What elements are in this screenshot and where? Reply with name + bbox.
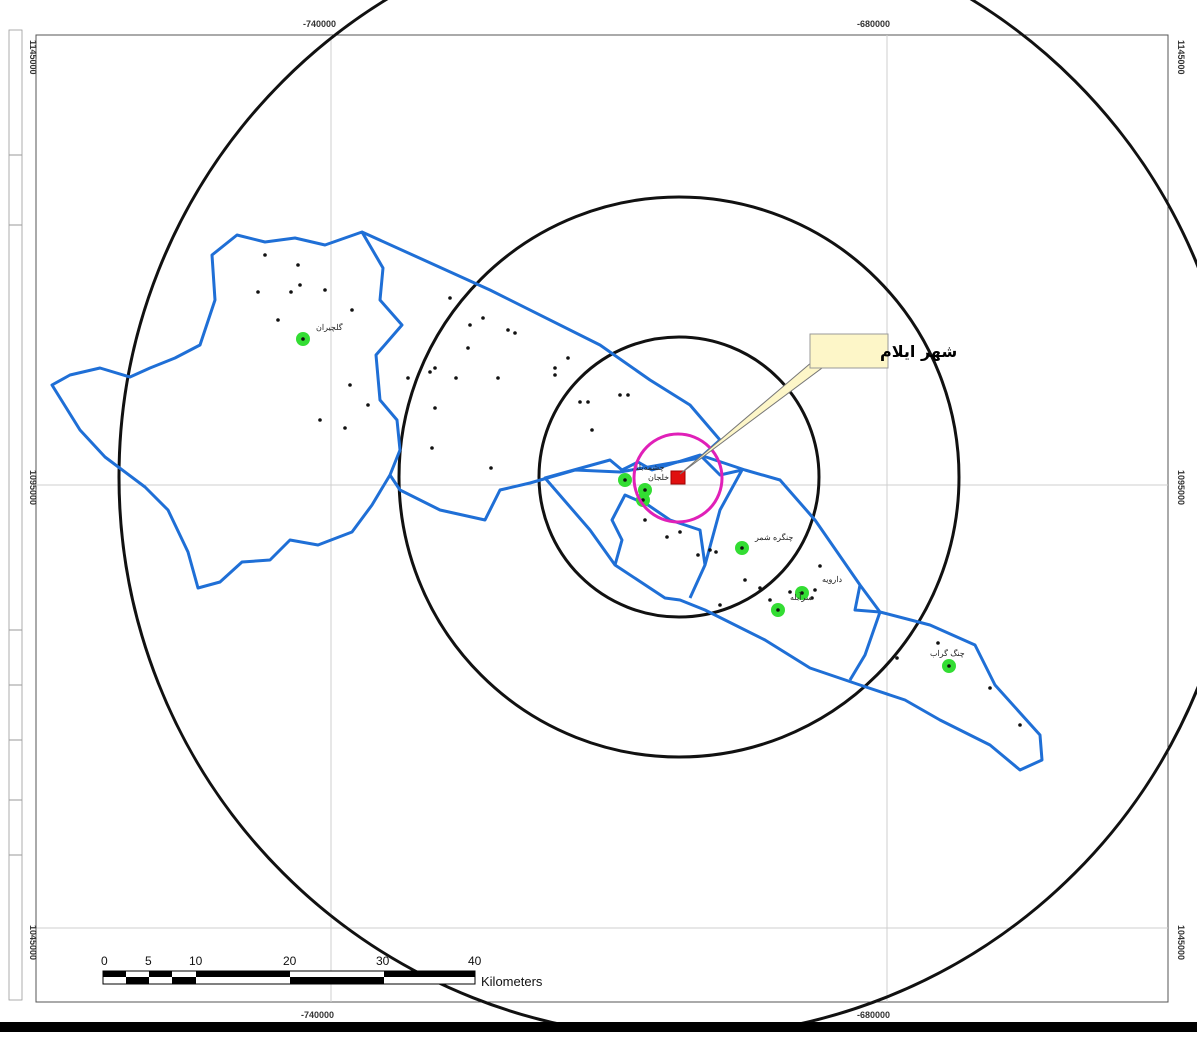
county-boundaries xyxy=(50,230,1044,772)
axis-label-left-2: 1095000 xyxy=(28,470,38,505)
boundary-central xyxy=(361,230,722,522)
buffer-rings xyxy=(117,0,1197,1037)
village-marker-changgerab xyxy=(942,659,956,673)
city-buffer-circle xyxy=(632,432,724,524)
boundary-inner-3 xyxy=(853,584,881,614)
village-label-cheshmebaland: چشمه‌بلند xyxy=(632,463,665,472)
village-labels: گلچیران چشمه‌بلند خلجان چنگره شمر دارویه… xyxy=(316,322,965,658)
scale-tick-20: 20 xyxy=(283,954,297,968)
left-tick-strip xyxy=(8,29,23,1001)
callout-box xyxy=(809,333,889,369)
village-marker-changareshemr xyxy=(735,541,749,555)
scale-tick-40: 40 xyxy=(468,954,482,968)
scale-unit-label: Kilometers xyxy=(481,974,543,989)
village-marker-daruye xyxy=(795,586,809,600)
boundary-inner-2 xyxy=(698,453,744,566)
axis-label-top-1: -740000 xyxy=(303,19,336,29)
scale-bar: 0 5 10 20 30 40 Kilometers xyxy=(101,954,543,989)
axis-label-top-2: -680000 xyxy=(857,19,890,29)
graticule xyxy=(36,35,1168,1002)
axis-label-left-1: 1145000 xyxy=(28,40,38,75)
scale-tick-10: 10 xyxy=(189,954,203,968)
village-label-golchiran: گلچیران xyxy=(316,322,343,332)
boundary-inner-1 xyxy=(610,493,707,599)
village-dots xyxy=(256,253,1022,727)
village-marker-cheshmebaland xyxy=(618,473,632,487)
boundary-inner-4 xyxy=(848,611,882,681)
axis-label-right-1: 1145000 xyxy=(1176,40,1186,75)
axis-label-left-3: 1045000 xyxy=(28,925,38,960)
village-marker-sarable xyxy=(771,603,785,617)
axis-label-right-3: 1045000 xyxy=(1176,925,1186,960)
city-marker-ilam xyxy=(670,470,686,485)
bottom-edge-bar xyxy=(0,1022,1197,1032)
axis-label-bottom-2: -680000 xyxy=(857,1010,890,1020)
scale-tick-5: 5 xyxy=(145,954,152,968)
boundary-ilam-district xyxy=(543,453,1044,772)
village-label-daruye: دارویه xyxy=(822,575,842,584)
axis-label-right-2: 1095000 xyxy=(1176,470,1186,505)
village-label-khaljan: خلجان xyxy=(648,473,669,482)
scale-tick-0: 0 xyxy=(101,954,108,968)
buffer-ring-outer xyxy=(117,0,1197,1037)
map-frame xyxy=(35,34,1169,1003)
buffer-ring-middle xyxy=(397,195,961,759)
village-marker-golchiran xyxy=(296,332,310,346)
boundary-west xyxy=(50,230,404,590)
callout-label-ilam: شهر ایلام xyxy=(880,342,957,361)
village-markers xyxy=(296,332,956,673)
village-label-changareshemr: چنگره شمر xyxy=(754,532,793,542)
village-label-changgerab: چنگ گراب xyxy=(930,648,965,658)
village-label-sarable: سرآبله xyxy=(790,592,813,602)
scale-tick-30: 30 xyxy=(376,954,390,968)
axis-label-bottom-1: -740000 xyxy=(301,1010,334,1020)
buffer-ring-inner xyxy=(537,335,821,619)
